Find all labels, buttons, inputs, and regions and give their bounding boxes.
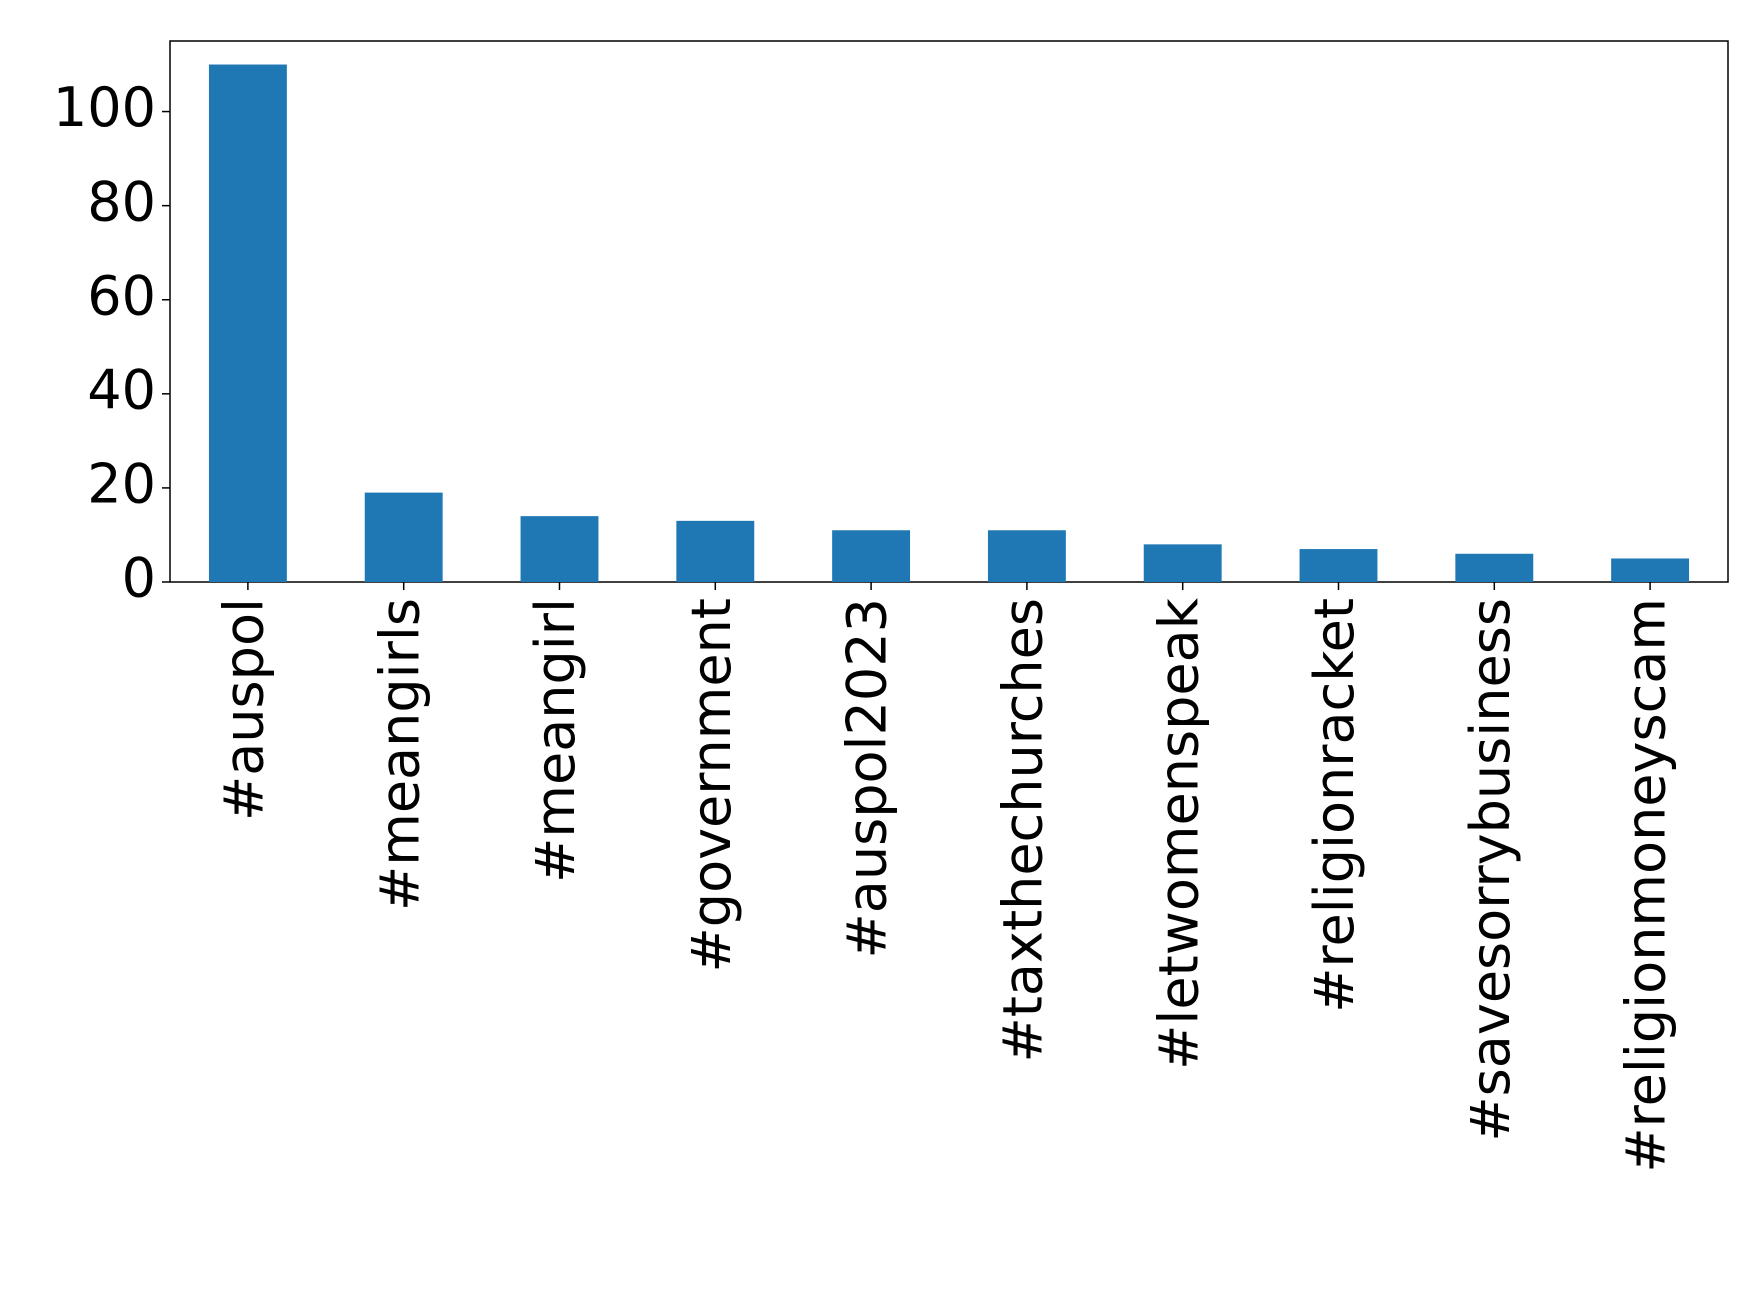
y-tick-label: 100: [53, 76, 156, 139]
x-tick-label: #religionracket: [1303, 598, 1366, 1013]
bar: [676, 520, 755, 582]
bar: [1455, 553, 1534, 582]
x-tick-label: #letwomenspeak: [1147, 597, 1210, 1070]
x-tick-label: #government: [680, 598, 743, 972]
x-tick-label: #savesorrybusiness: [1459, 598, 1522, 1142]
bar: [208, 64, 287, 583]
bar: [987, 530, 1066, 582]
x-tick-label: #meangirls: [368, 598, 431, 911]
x-tick-label: #auspol: [213, 598, 276, 821]
bar: [520, 516, 599, 582]
y-tick-label: 60: [87, 264, 156, 327]
y-tick-label: 0: [122, 547, 156, 610]
bar: [1299, 549, 1378, 582]
x-tick-label: #taxthechurches: [992, 598, 1055, 1063]
x-tick-label: #religionmoneyscam: [1615, 598, 1678, 1173]
y-tick-label: 40: [87, 358, 156, 421]
bar: [1611, 558, 1690, 582]
bar: [364, 492, 443, 582]
y-tick-label: 80: [87, 170, 156, 233]
x-tick-label: #auspol2023: [836, 598, 899, 958]
plot-frame: [169, 40, 1729, 583]
bar: [1143, 544, 1222, 582]
x-tick-label: #meangirl: [524, 598, 587, 883]
y-tick-label: 20: [87, 453, 156, 516]
bar: [832, 530, 911, 582]
